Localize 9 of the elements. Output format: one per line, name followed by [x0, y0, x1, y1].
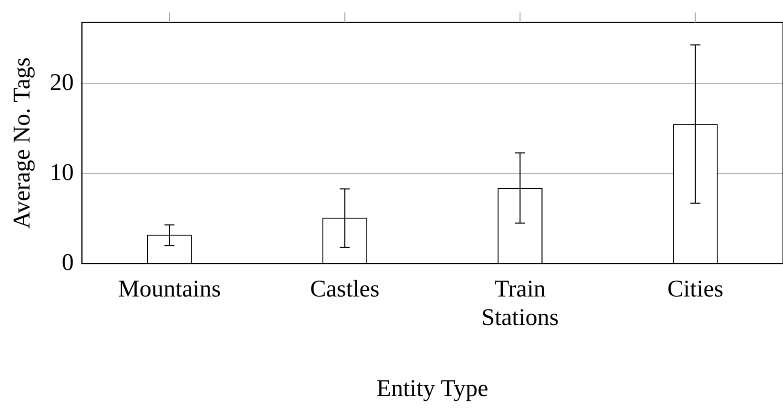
y-tick-label: 20: [50, 70, 74, 96]
x-tick-label: Mountains: [118, 276, 221, 302]
x-axis-title: Entity Type: [376, 376, 488, 402]
x-tick-label: Train Stations: [481, 276, 559, 332]
x-tick-label: Cities: [667, 276, 724, 302]
x-tick-label: Castles: [310, 276, 380, 302]
y-axis-title: Average No. Tags: [10, 57, 36, 229]
y-tick-label: 0: [62, 250, 74, 276]
y-tick-label: 10: [50, 160, 74, 186]
